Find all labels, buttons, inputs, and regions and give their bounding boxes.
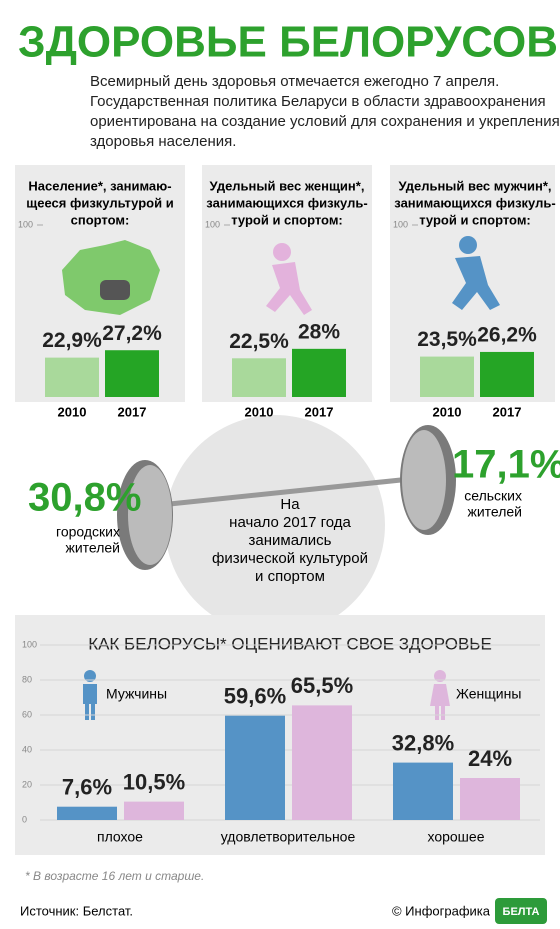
footnote: * В возрасте 16 лет и старше.: [25, 869, 204, 883]
dumbbell-icon: [100, 280, 130, 300]
urban-value: 30,8%: [28, 476, 141, 520]
x-tick-label: удовлетворительное: [221, 829, 356, 845]
x-tick-label: 2017: [118, 404, 147, 419]
woman-icon: [430, 670, 450, 720]
value-label: 22,9%: [42, 329, 102, 352]
value-label: 23,5%: [417, 328, 477, 351]
bar: [292, 348, 346, 397]
value-label: 65,5%: [291, 673, 353, 698]
weight: [402, 430, 446, 530]
x-tick-label: 2017: [493, 404, 522, 419]
x-tick-label: хорошее: [427, 829, 484, 845]
panel-title: занимающихся физкуль-: [206, 195, 367, 210]
y-tick-label: 100: [205, 219, 220, 229]
bar: [57, 806, 117, 820]
value-label: 28%: [298, 320, 340, 343]
x-tick-label: 2010: [433, 404, 462, 419]
chart-title: КАК БЕЛОРУСЫ* ОЦЕНИВАЮТ СВОЕ ЗДОРОВЬЕ: [88, 634, 492, 653]
y-tick-label: 20: [22, 779, 32, 789]
panel-title: щееся физкультурой и: [26, 195, 173, 210]
center-text: На: [280, 496, 300, 513]
y-tick-label: 60: [22, 709, 32, 719]
bar: [420, 356, 474, 397]
value-label: 10,5%: [123, 769, 185, 794]
bar: [460, 778, 520, 820]
bar: [159, 475, 421, 508]
center-text: физической культурой: [212, 550, 368, 567]
intro-line: Государственная политика Беларуси в обла…: [90, 93, 546, 110]
x-tick-label: 2010: [58, 404, 87, 419]
urban-label: городских: [56, 524, 120, 540]
value-label: 24%: [468, 746, 512, 771]
y-tick-label: 40: [22, 744, 32, 754]
value-label: 26,2%: [477, 323, 537, 346]
panel-title: турой и спортом:: [419, 212, 531, 227]
panel-title: Население*, занимаю-: [28, 178, 171, 193]
intro-line: Всемирный день здоровья отмечается ежего…: [90, 73, 499, 90]
value-label: 32,8%: [392, 730, 454, 755]
bar: [232, 358, 286, 397]
panel-title: турой и спортом:: [231, 212, 343, 227]
x-tick-label: 2010: [245, 404, 274, 419]
legend-label: Женщины: [456, 686, 521, 702]
bar: [393, 762, 453, 820]
map-icon: [62, 240, 160, 315]
credit: © Инфографика: [392, 903, 491, 918]
weight: [128, 465, 172, 565]
bar: [292, 705, 352, 820]
value-label: 7,6%: [62, 775, 112, 800]
x-tick-label: плохое: [97, 829, 143, 845]
logo-text: БЕЛТА: [503, 906, 540, 918]
page-title: ЗДОРОВЬЕ БЕЛОРУСОВ: [18, 18, 558, 67]
intro-line: ориентирована на создание условий для со…: [90, 113, 560, 130]
y-tick-label: 100: [22, 639, 37, 649]
panel-title: занимающихся физкуль-: [394, 195, 555, 210]
center-text: начало 2017 года: [229, 514, 351, 531]
center-circle: [165, 415, 385, 635]
panel-title: спортом:: [71, 212, 130, 227]
y-tick-label: 100: [393, 219, 408, 229]
y-tick-label: 0: [22, 814, 27, 824]
woman-runner-icon: [266, 243, 312, 315]
panel-title: Удельный вес женщин*,: [210, 178, 365, 193]
panel-title: Удельный вес мужчин*,: [398, 178, 551, 193]
center-text: и спортом: [255, 568, 325, 585]
rural-label: жителей: [467, 504, 522, 520]
y-tick-label: 80: [22, 674, 32, 684]
man-icon: [83, 670, 97, 720]
logo-bg: [495, 898, 547, 924]
y-tick-label: 100: [18, 219, 33, 229]
rural-label: сельских: [464, 488, 522, 504]
bar: [225, 715, 285, 820]
bar: [105, 350, 159, 397]
legend-label: Мужчины: [106, 686, 167, 702]
urban-label: жителей: [65, 540, 120, 556]
source: Источник: Белстат.: [20, 903, 133, 918]
center-text: занимались: [249, 532, 332, 549]
value-label: 59,6%: [224, 684, 286, 709]
rural-value: 17,1%: [452, 443, 560, 487]
bar: [480, 351, 534, 397]
bar: [45, 357, 99, 397]
bar: [124, 801, 184, 820]
man-runner-icon: [452, 236, 500, 310]
intro-line: здоровья населения.: [90, 133, 236, 150]
value-label: 22,5%: [229, 330, 289, 353]
x-tick-label: 2017: [305, 404, 334, 419]
value-label: 27,2%: [102, 322, 162, 345]
